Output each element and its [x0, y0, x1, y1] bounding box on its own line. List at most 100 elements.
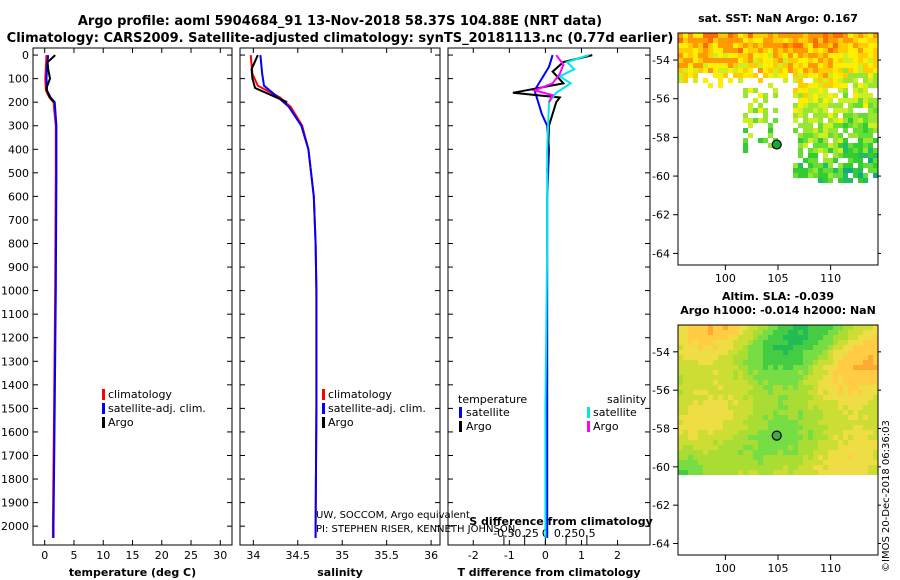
- plot-frame: [239, 47, 441, 546]
- x-tick-label: 0: [41, 549, 48, 562]
- y-tick-label: 1400: [1, 379, 29, 392]
- series-s-satellite: [544, 54, 590, 538]
- legend-swatch: [102, 417, 105, 428]
- map-y-tick-label: -58: [652, 131, 670, 144]
- map-field: [678, 325, 878, 475]
- legend-label: Argo: [328, 416, 354, 429]
- x-axis-label: T difference from climatology: [457, 566, 640, 579]
- map-x-tick-label: 100: [715, 562, 736, 575]
- legend-swatch: [587, 421, 590, 432]
- legend-title-temperature: temperature: [458, 393, 527, 406]
- y-tick-label: 2000: [1, 520, 29, 533]
- y-tick-label: 800: [8, 238, 29, 251]
- legend-label: satellite: [466, 406, 510, 419]
- panel-temperature: 0100200300400500600700800900100011001200…: [1, 47, 233, 579]
- series-satellite-adj-clim-: [45, 54, 58, 538]
- map-y-tick-label: -62: [652, 499, 670, 512]
- map-y-tick-label: -60: [652, 461, 670, 474]
- map-title: sat. SST: NaN Argo: 0.167: [698, 12, 858, 25]
- y-tick-label: 600: [8, 190, 29, 203]
- y-tick-label: 900: [8, 261, 29, 274]
- x-tick-label: 20: [155, 549, 169, 562]
- map-sst_map: -54 -56 -58 -60 -62 -64 100 105 110 sat. SST: NaN…: [652, 12, 881, 285]
- x-tick-label: -1: [504, 549, 515, 562]
- y-tick-label: 700: [8, 214, 29, 227]
- x-tick-label: 0: [542, 549, 549, 562]
- y-tick-label: 500: [8, 167, 29, 180]
- y-tick-label: 1500: [1, 402, 29, 415]
- x-tick-label: 5: [70, 549, 77, 562]
- map-title-line1: Altim. SLA: -0.039: [722, 290, 834, 303]
- legend-swatch: [102, 403, 105, 414]
- y-tick-label: 1200: [1, 332, 29, 345]
- series-satellite-adj-clim-: [259, 55, 318, 538]
- y-tick-label: 400: [8, 143, 29, 156]
- x2-tick-label: -0.5: [493, 527, 514, 540]
- figure-title-line2: Climatology: CARS2009. Satellite-adjuste…: [7, 31, 674, 46]
- series-t-argo: [512, 54, 593, 173]
- map-x-tick-label: 110: [820, 272, 841, 285]
- legend-label: satellite-adj. clim.: [328, 402, 426, 415]
- map-y-tick-label: -64: [652, 538, 670, 551]
- x-tick-label: 25: [184, 549, 198, 562]
- legend-swatch: [587, 407, 590, 418]
- map-x-tick-label: 105: [768, 562, 789, 575]
- legend-swatch: [102, 389, 105, 400]
- y-tick-label: 1900: [1, 497, 29, 510]
- y-tick-label: 1100: [1, 308, 29, 321]
- y-tick-label: 1300: [1, 355, 29, 368]
- x-axis-label: temperature (deg C): [69, 566, 196, 579]
- x-tick-label: -2: [468, 549, 479, 562]
- map-x-tick-label: 110: [820, 562, 841, 575]
- x-tick-label: 1: [578, 549, 585, 562]
- map-y-tick-label: -64: [652, 247, 670, 260]
- map-x-tick-label: 100: [715, 272, 736, 285]
- x-tick-label: 15: [126, 549, 140, 562]
- legend-label: Argo: [108, 416, 134, 429]
- map-y-tick-label: -56: [652, 93, 670, 106]
- legend-swatch: [322, 417, 325, 428]
- y-tick-label: 1600: [1, 426, 29, 439]
- x-tick-label: 10: [96, 549, 110, 562]
- x-tick-label: 30: [213, 549, 227, 562]
- legend-swatch: [459, 421, 462, 432]
- legend-swatch: [459, 407, 462, 418]
- legend-label: Argo: [593, 420, 619, 433]
- map-y-tick-label: -56: [652, 384, 670, 397]
- y-tick-label: 100: [8, 73, 29, 86]
- panel-salinity: 34 34.5 35 35.5 36 salinity climatologysatelli…: [239, 47, 441, 579]
- figure-title-line1: Argo profile: aoml 5904684_91 13-Nov-201…: [78, 14, 602, 29]
- series-s-argo: [531, 54, 565, 103]
- x-tick-label: 34: [246, 549, 260, 562]
- map-sla_map: -54 -56 -58 -60 -62 -64 100 105 110 Altim. SLA: -…: [652, 290, 881, 575]
- legend-swatch: [322, 403, 325, 414]
- map-y-tick-label: -54: [652, 346, 670, 359]
- legend-title-salinity: salinity: [607, 393, 647, 406]
- x2-tick-label: 0.25: [554, 527, 579, 540]
- x-tick-label: 36: [424, 549, 438, 562]
- map-y-tick-label: -60: [652, 170, 670, 183]
- map-x-tick-label: 105: [768, 272, 789, 285]
- y-tick-label: 1700: [1, 449, 29, 462]
- map-title-line2: Argo h1000: -0.014 h2000: NaN: [680, 304, 876, 317]
- legend-label: Argo: [466, 420, 492, 433]
- y-tick-label: 1800: [1, 473, 29, 486]
- map-y-tick-label: -58: [652, 423, 670, 436]
- x2-tick-label: -0.25: [510, 527, 538, 540]
- legend-label: climatology: [108, 388, 172, 401]
- legend-label: satellite: [593, 406, 637, 419]
- legend-swatch: [322, 389, 325, 400]
- map-field: [678, 33, 878, 183]
- x-tick-label: 34.5: [286, 549, 311, 562]
- series-argo: [45, 54, 56, 103]
- argo-position-marker: [771, 139, 782, 150]
- x-tick-label: 35: [335, 549, 349, 562]
- legend-label: satellite-adj. clim.: [108, 402, 206, 415]
- legend-label: climatology: [328, 388, 392, 401]
- x-tick-label: 35.5: [374, 549, 399, 562]
- y-tick-label: 300: [8, 120, 29, 133]
- y-tick-label: 1000: [1, 285, 29, 298]
- credit-line2: PI: STEPHEN RISER, KENNETH JOHNSON: [316, 524, 515, 535]
- credit-line1: UW, SOCCOM, Argo equivalent: [316, 510, 470, 521]
